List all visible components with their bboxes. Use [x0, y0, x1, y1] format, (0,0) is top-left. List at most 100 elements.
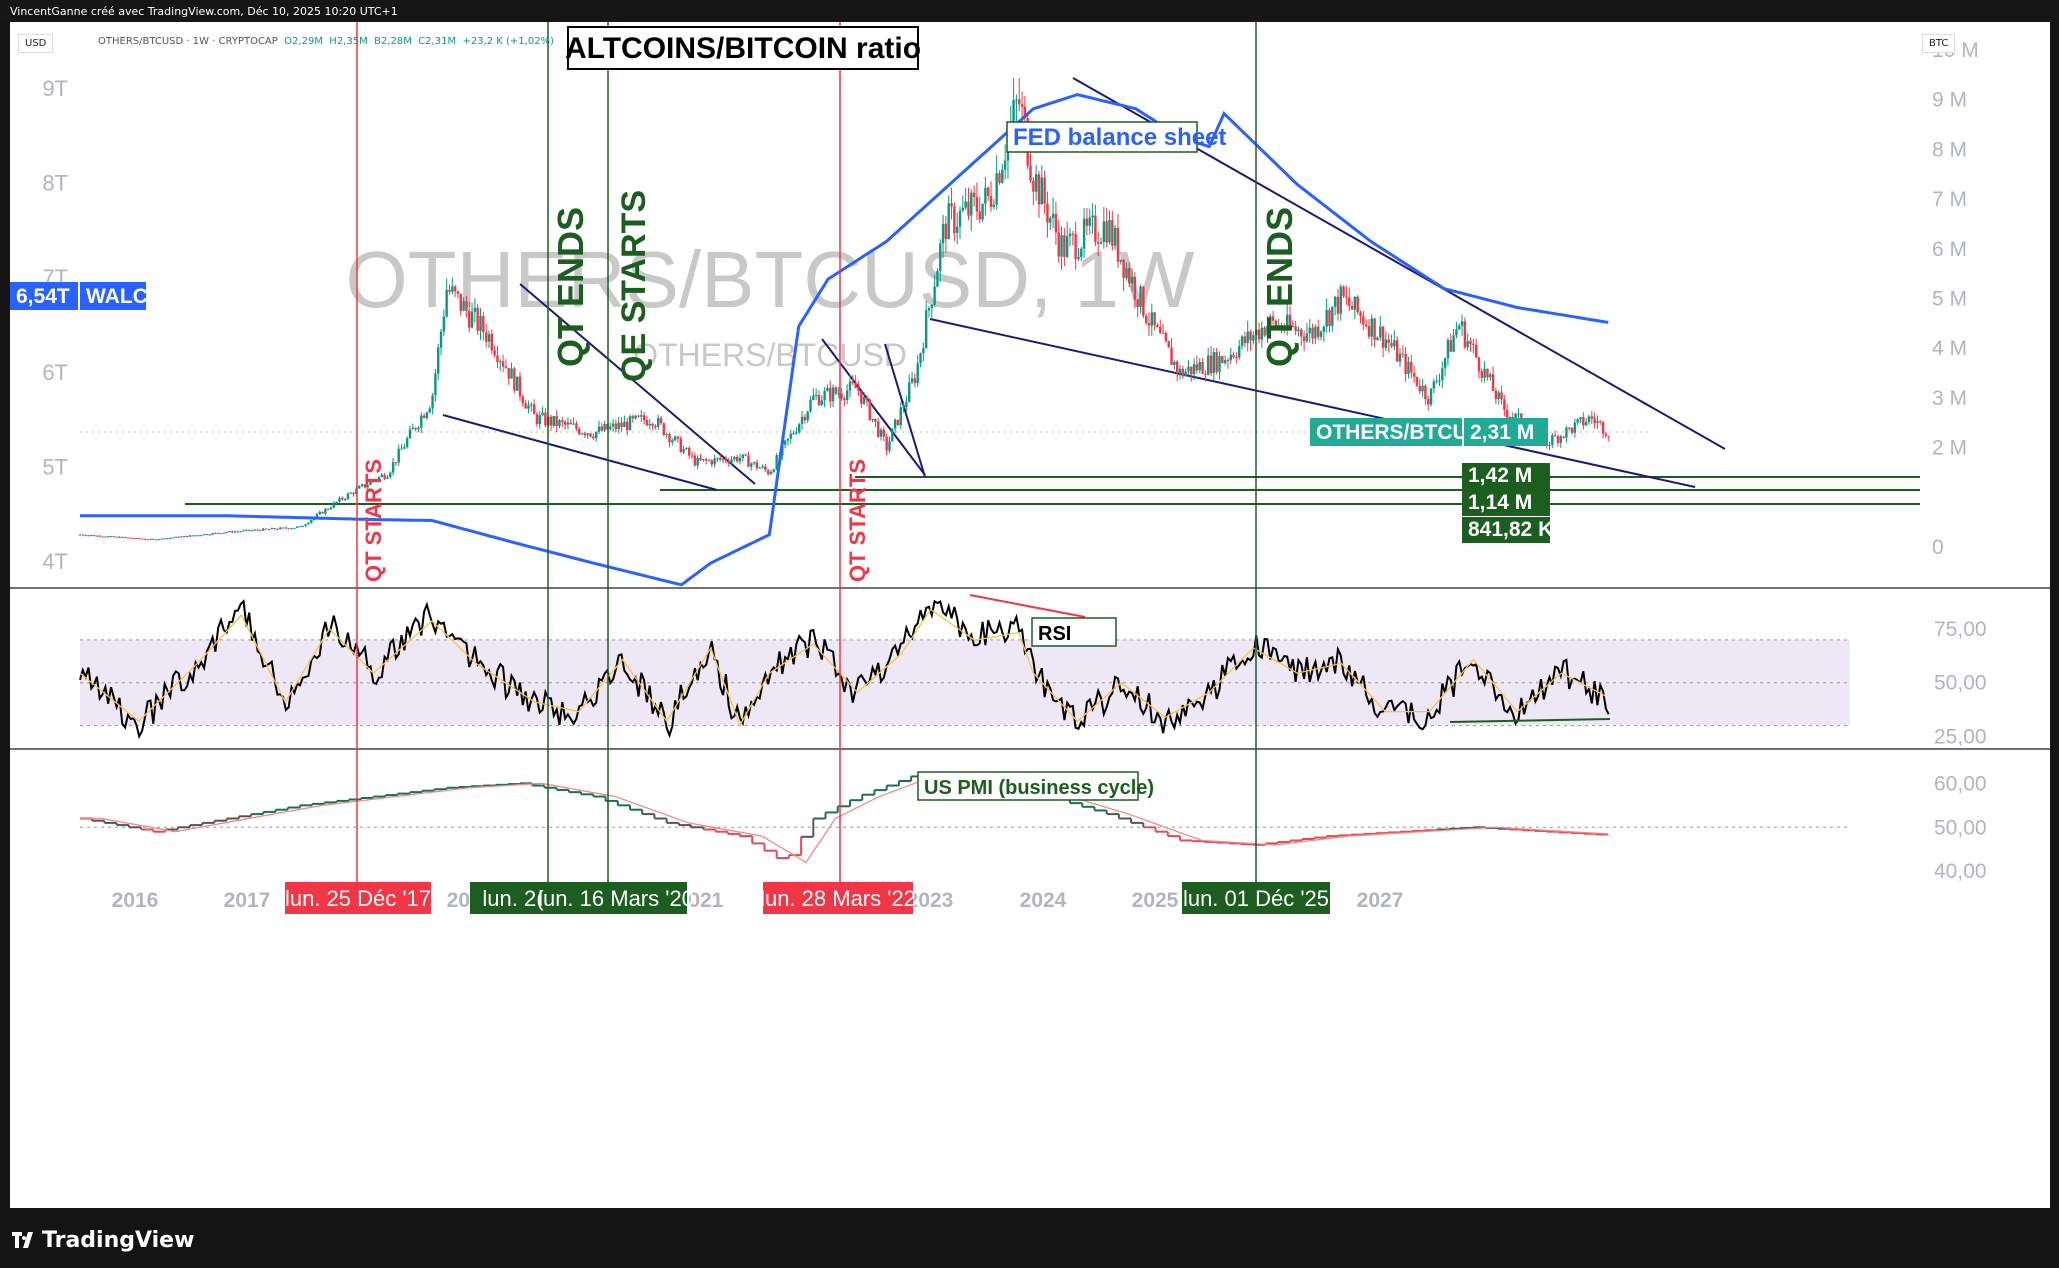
price-candle	[1418, 385, 1421, 392]
price-candle	[335, 501, 338, 503]
price-candle	[1599, 421, 1602, 423]
qt-starts-label-1: QT STARTS	[361, 459, 386, 582]
price-candle	[578, 428, 581, 435]
price-candle	[831, 387, 835, 402]
price-candle	[104, 536, 107, 538]
price-candle	[730, 459, 733, 464]
price-candle	[389, 472, 392, 478]
price-candle	[1085, 218, 1089, 226]
price-candle	[552, 415, 556, 426]
price-candle	[1060, 235, 1063, 257]
legend-low: B2,28M	[374, 36, 412, 47]
price-candle	[924, 310, 928, 349]
price-candle	[1398, 353, 1402, 362]
price-candle	[115, 536, 118, 538]
price-candle	[222, 532, 226, 534]
price-candle	[829, 387, 832, 402]
right-currency-badge[interactable]: BTC	[1922, 34, 1956, 53]
price-candle	[1342, 286, 1345, 297]
price-candle	[490, 334, 493, 351]
price-candle	[1404, 353, 1407, 375]
price-candle	[1429, 388, 1433, 405]
price-candle	[1051, 213, 1055, 218]
price-candle	[668, 434, 671, 443]
tradingview-logo-icon	[12, 1232, 33, 1248]
price-candle	[403, 447, 406, 449]
price-candle	[1452, 335, 1455, 352]
price-candle	[1018, 99, 1021, 105]
tradingview-logo[interactable]: TradingView	[12, 1228, 194, 1253]
price-candle	[685, 448, 688, 450]
price-candle	[363, 484, 367, 488]
price-candle	[789, 433, 792, 439]
price-candle	[315, 514, 319, 518]
price-candle	[586, 433, 589, 436]
price-candle	[1348, 297, 1351, 306]
price-candle	[239, 531, 242, 533]
price-candle	[1037, 174, 1041, 205]
price-candle	[1384, 339, 1388, 348]
price-candle	[1043, 177, 1046, 204]
price-candle	[1046, 203, 1049, 223]
price-candle	[834, 387, 838, 394]
price-candle	[1415, 376, 1419, 386]
price-candle	[696, 457, 699, 466]
price-candle	[854, 383, 857, 389]
price-candle	[998, 173, 1001, 183]
price-candle	[950, 203, 953, 207]
date-marker-bg	[763, 882, 913, 914]
price-candle	[1308, 327, 1311, 334]
price-candle	[1243, 336, 1247, 344]
chart-frame[interactable]: 9T8T7T6T5T4T10 M9 M8 M7 M6 M5 M4 M3 M2 M…	[10, 22, 2050, 1208]
left-axis-tick: 6T	[42, 360, 68, 385]
price-candle	[984, 187, 987, 204]
price-candle	[437, 347, 440, 374]
price-candle	[1432, 381, 1436, 389]
price-candle	[1607, 435, 1610, 437]
price-candle	[620, 422, 623, 428]
price-candle	[394, 462, 398, 464]
price-candle	[786, 438, 790, 441]
price-candle	[1553, 435, 1557, 437]
price-candle	[496, 355, 499, 363]
chart-canvas[interactable]: 9T8T7T6T5T4T10 M9 M8 M7 M6 M5 M4 M3 M2 M…	[10, 22, 2050, 1208]
price-candle	[814, 394, 818, 396]
price-candle	[803, 416, 807, 421]
price-candle	[1144, 315, 1148, 323]
price-candle	[264, 528, 268, 530]
price-candle	[1150, 312, 1153, 326]
price-candle	[281, 527, 285, 529]
price-candle	[561, 420, 564, 422]
price-candle	[1159, 326, 1162, 333]
price-candle	[1480, 371, 1483, 378]
price-candle	[1367, 326, 1371, 337]
price-candle	[1232, 354, 1235, 358]
price-candle	[1012, 99, 1015, 122]
price-candle	[420, 415, 423, 428]
price-candle	[733, 456, 736, 460]
price-candle	[445, 289, 448, 317]
price-candle	[642, 415, 646, 421]
price-candle	[592, 436, 595, 439]
price-candle	[1449, 340, 1452, 352]
price-candle	[1401, 353, 1405, 355]
price-candle	[501, 361, 505, 367]
price-candle	[625, 421, 629, 431]
left-currency-badge[interactable]: USD	[18, 34, 54, 53]
price-candle	[341, 497, 344, 500]
price-candle	[628, 416, 632, 431]
price-candle	[287, 528, 290, 530]
price-candle	[947, 203, 950, 239]
trend-line	[519, 283, 756, 485]
date-marker-bg	[470, 882, 556, 914]
price-candle	[1074, 234, 1077, 260]
price-candle	[380, 474, 383, 477]
price-candle	[1130, 276, 1134, 284]
price-candle	[1336, 296, 1340, 314]
price-candle	[882, 429, 886, 437]
price-candle	[200, 535, 203, 537]
price-candle	[81, 534, 85, 536]
price-candle	[747, 455, 750, 467]
price-candle	[1175, 361, 1179, 374]
price-candle	[1063, 235, 1066, 257]
